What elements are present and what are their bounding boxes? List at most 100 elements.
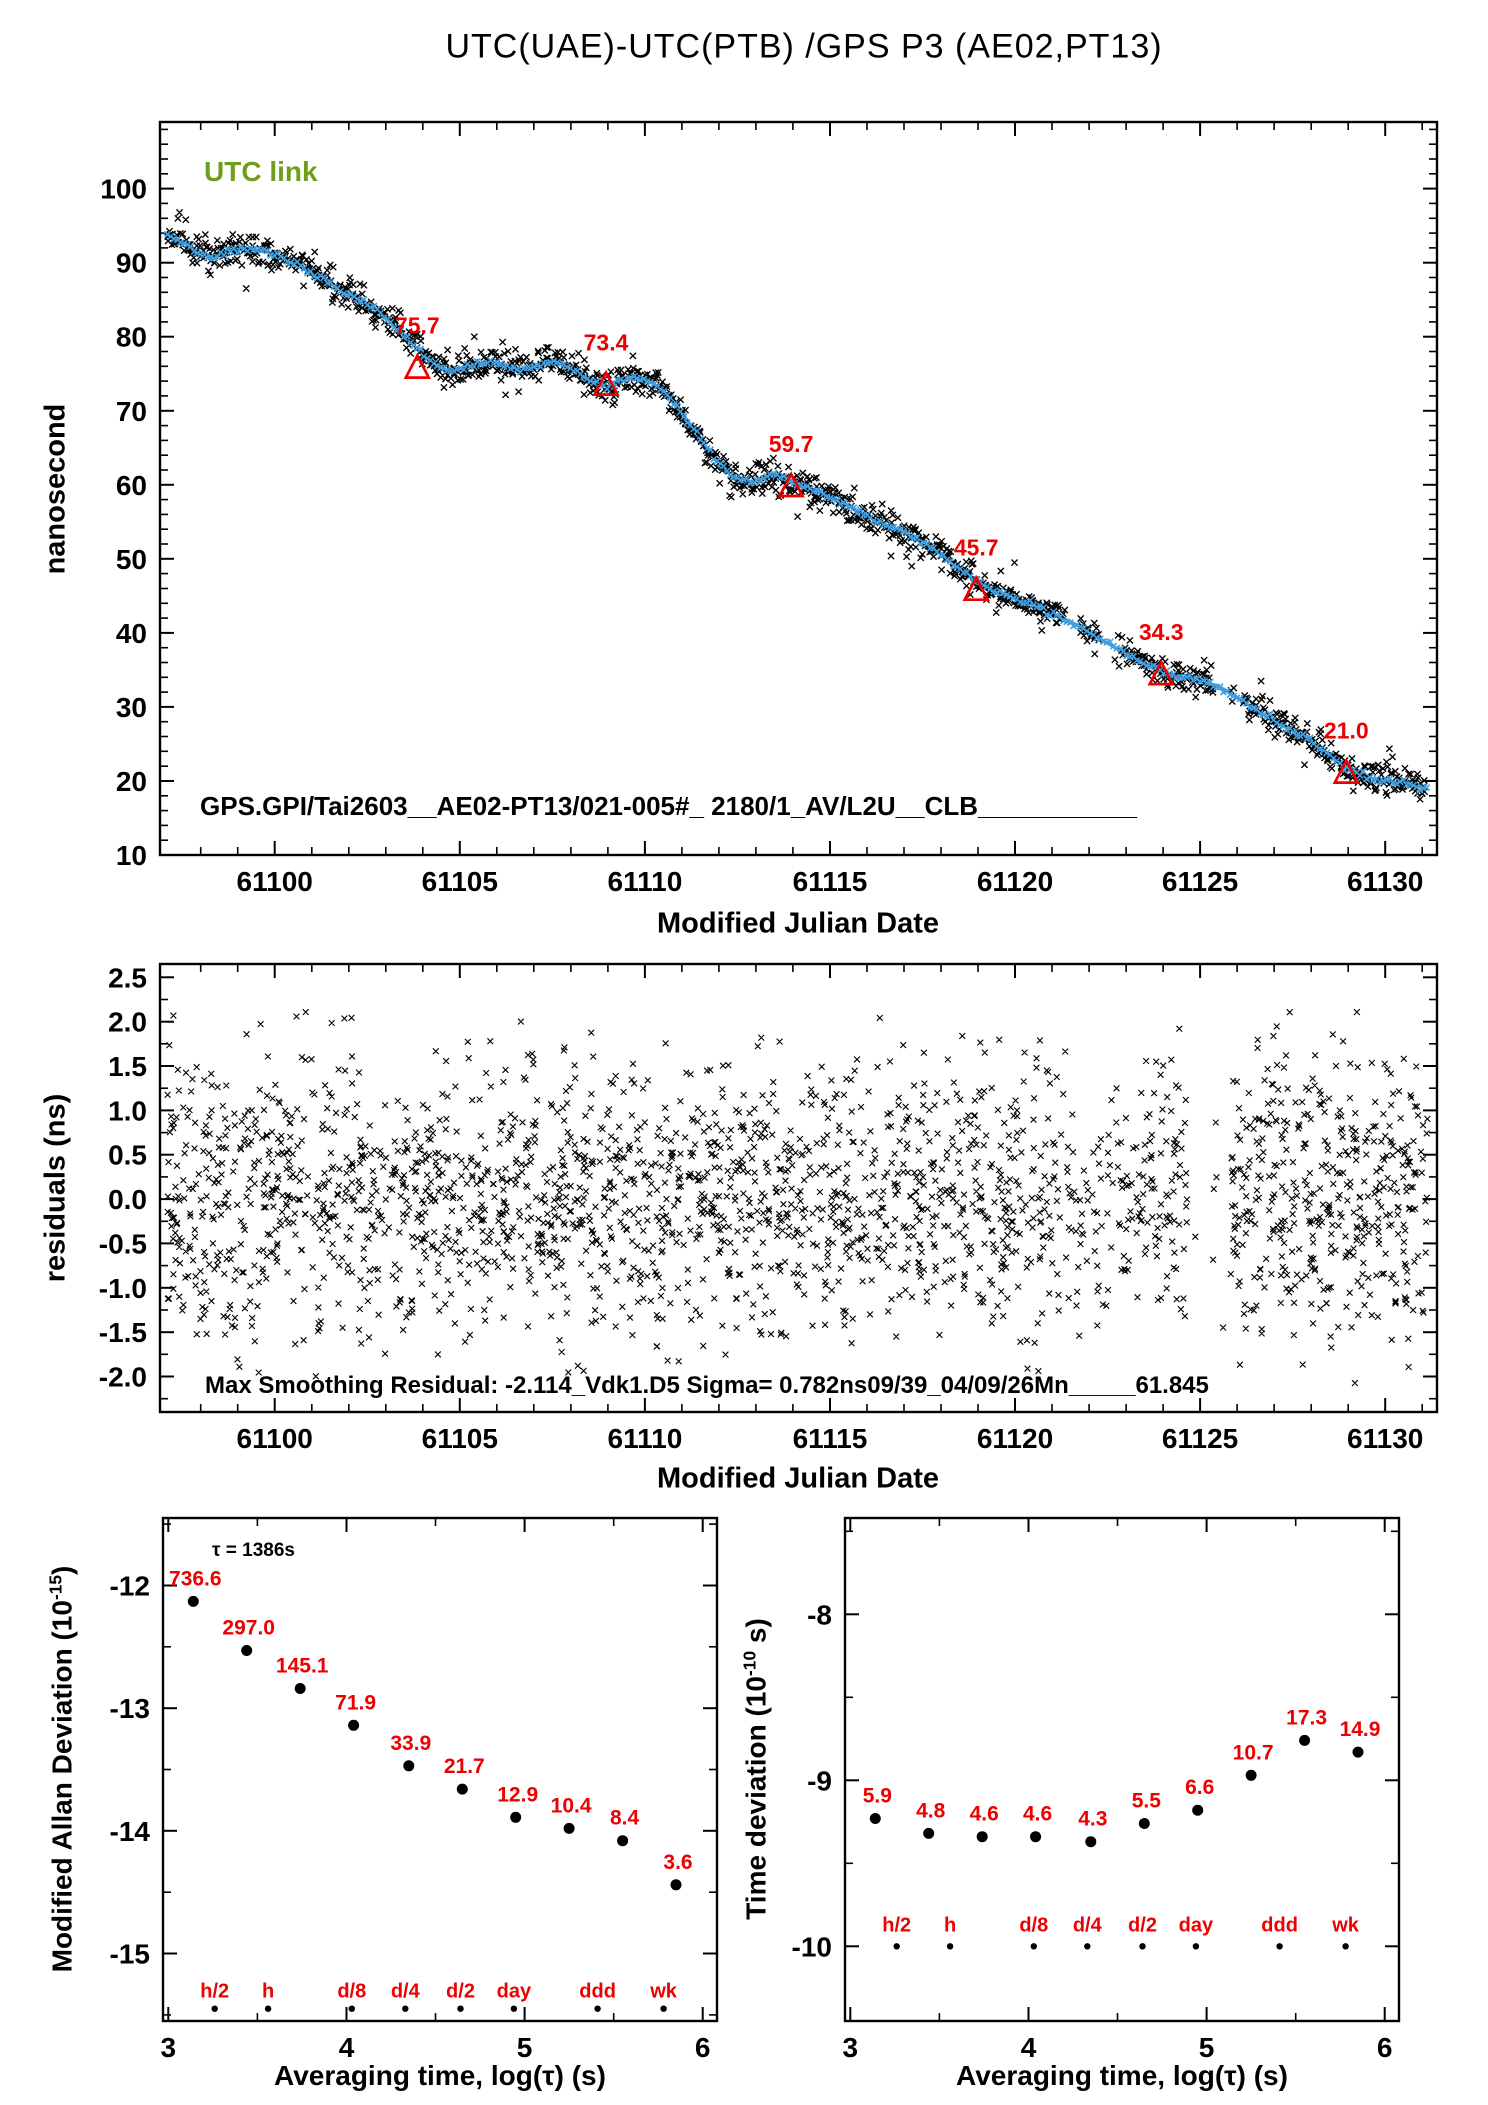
svg-text:-14: -14 [110,1816,151,1847]
mdev-data-point [187,1595,199,1607]
tdev-data-point [976,1831,988,1843]
svg-text:61105: 61105 [422,866,498,897]
mdev-value-label: 71.9 [335,1691,376,1714]
svg-text:70: 70 [116,396,147,427]
svg-text:5: 5 [517,2032,533,2063]
mdev-y-axis-title: Modified Allan Deviation (10-15) [45,1566,78,1973]
svg-text:-1.0: -1.0 [99,1273,147,1304]
page-title: UTC(UAE)-UTC(PTB) /GPS P3 (AE02,PT13) [445,27,1163,66]
calibration-triangle-marker [962,574,990,602]
mdev-ylabel-suffix: ) [46,1565,78,1575]
svg-text:61100: 61100 [237,1423,313,1454]
svg-text:3: 3 [161,2032,177,2063]
residuals-x-axis-title: Modified Julian Date [657,1462,939,1495]
svg-text:61110: 61110 [608,866,683,897]
main-scatter-points [164,208,1429,803]
mdev-interval-dot [457,2005,464,2012]
tdev-ylabel-exponent: -10 [739,1650,760,1676]
svg-text:61105: 61105 [422,1423,498,1454]
mdev-interval-label: day [497,1980,532,2002]
mdev-chart-frame: 3 4 5 6 -12 -13 -14 -15 [110,1516,719,2063]
smoothed-markers [163,230,1431,794]
svg-text:3: 3 [843,2032,859,2063]
calibration-triangle-marker [592,369,620,396]
tdev-data-point [1245,1769,1257,1781]
triangle-value-label: 59.7 [769,431,814,457]
tdev-value-label: 5.9 [863,1785,892,1808]
svg-text:61125: 61125 [1162,866,1238,897]
mdev-interval-label: wk [649,1980,678,2002]
tau-note: τ = 1386s [212,1540,295,1561]
mdev-data-point [563,1822,575,1834]
tdev-interval-label: h/2 [882,1915,911,1937]
svg-text:6: 6 [695,2032,711,2063]
svg-text:61110: 61110 [608,1423,683,1454]
calibration-triangle-marker [1332,757,1361,784]
tdev-data-point [1030,1831,1042,1843]
triangle-value-label: 21.0 [1324,718,1369,744]
mdev-data-point [403,1760,415,1772]
mdev-data-point [617,1835,629,1847]
tdev-interval-label: ddd [1261,1915,1298,1937]
svg-text:80: 80 [116,322,147,353]
tdev-interval-dot [1084,1943,1091,1950]
mdev-value-label: 145.1 [276,1655,329,1678]
svg-text:61115: 61115 [793,1423,868,1454]
tdev-interval-label: wk [1331,1915,1360,1937]
mdev-value-label: 12.9 [497,1783,538,1806]
mdev-ylabel-prefix: Modified Allan Deviation (10 [46,1600,78,1973]
svg-text:10: 10 [116,840,147,871]
mdev-interval-dot [211,2005,218,2012]
triangle-value-label: 34.3 [1139,619,1184,645]
tdev-data-point [1192,1804,1204,1816]
tdev-interval-dot [1276,1943,1283,1950]
svg-text:90: 90 [116,248,147,279]
svg-text:40: 40 [116,618,147,649]
svg-text:50: 50 [116,544,147,575]
tdev-data-point [1138,1818,1150,1829]
mdev-value-label: 10.4 [551,1794,592,1817]
tdev-interval-dot [946,1943,954,1950]
svg-text:-12: -12 [110,1571,150,1602]
mdev-interval-dot [660,2005,667,2012]
mdev-data-point [348,1719,360,1731]
svg-text:-15: -15 [110,1939,150,1970]
smoothed-line [163,231,1423,789]
tdev-interval-dot [893,1943,900,1950]
mdev-interval-label: h [262,1980,274,2002]
mdev-value-label: 33.9 [390,1732,431,1755]
mdev-interval-label: ddd [579,1980,616,2002]
utc-link-label: UTC link [204,156,318,187]
calibration-triangle-marker [777,471,805,498]
mdev-interval-label: d/2 [446,1980,475,2002]
svg-text:61130: 61130 [1347,866,1423,897]
svg-text:5: 5 [1199,2032,1215,2063]
mdev-value-label: 736.6 [169,1567,222,1590]
mdev-interval-dot [264,2005,272,2012]
mdev-data-point [294,1683,306,1694]
tdev-interval-label: d/8 [1019,1915,1048,1937]
svg-text:1.5: 1.5 [108,1051,147,1082]
residuals-scatter-points [164,1008,1431,1387]
svg-text:-2.0: -2.0 [99,1362,147,1393]
svg-text:-13: -13 [110,1693,150,1724]
svg-text:1.0: 1.0 [108,1095,147,1126]
triangle-value-label: 75.7 [395,313,440,339]
tdev-interval-label: d/2 [1128,1915,1157,1937]
triangle-value-label: 45.7 [954,535,999,561]
svg-text:4: 4 [339,2032,355,2063]
svg-text:61125: 61125 [1162,1423,1238,1454]
main-chart-frame: 61100 61105 61110 61115 61120 61125 61130 10 20 3… [100,120,1439,897]
svg-text:-9: -9 [807,1765,832,1796]
triangle-value-label: 73.4 [584,330,629,356]
mdev-interval-dot [348,2005,355,2012]
mdev-data-point [456,1783,468,1795]
tdev-data-point [1299,1734,1311,1746]
tdev-interval-dot [1139,1943,1146,1950]
tdev-data-point [1352,1746,1364,1758]
tdev-value-label: 5.5 [1132,1790,1162,1813]
tdev-data-point [869,1813,881,1824]
svg-text:30: 30 [116,692,147,723]
